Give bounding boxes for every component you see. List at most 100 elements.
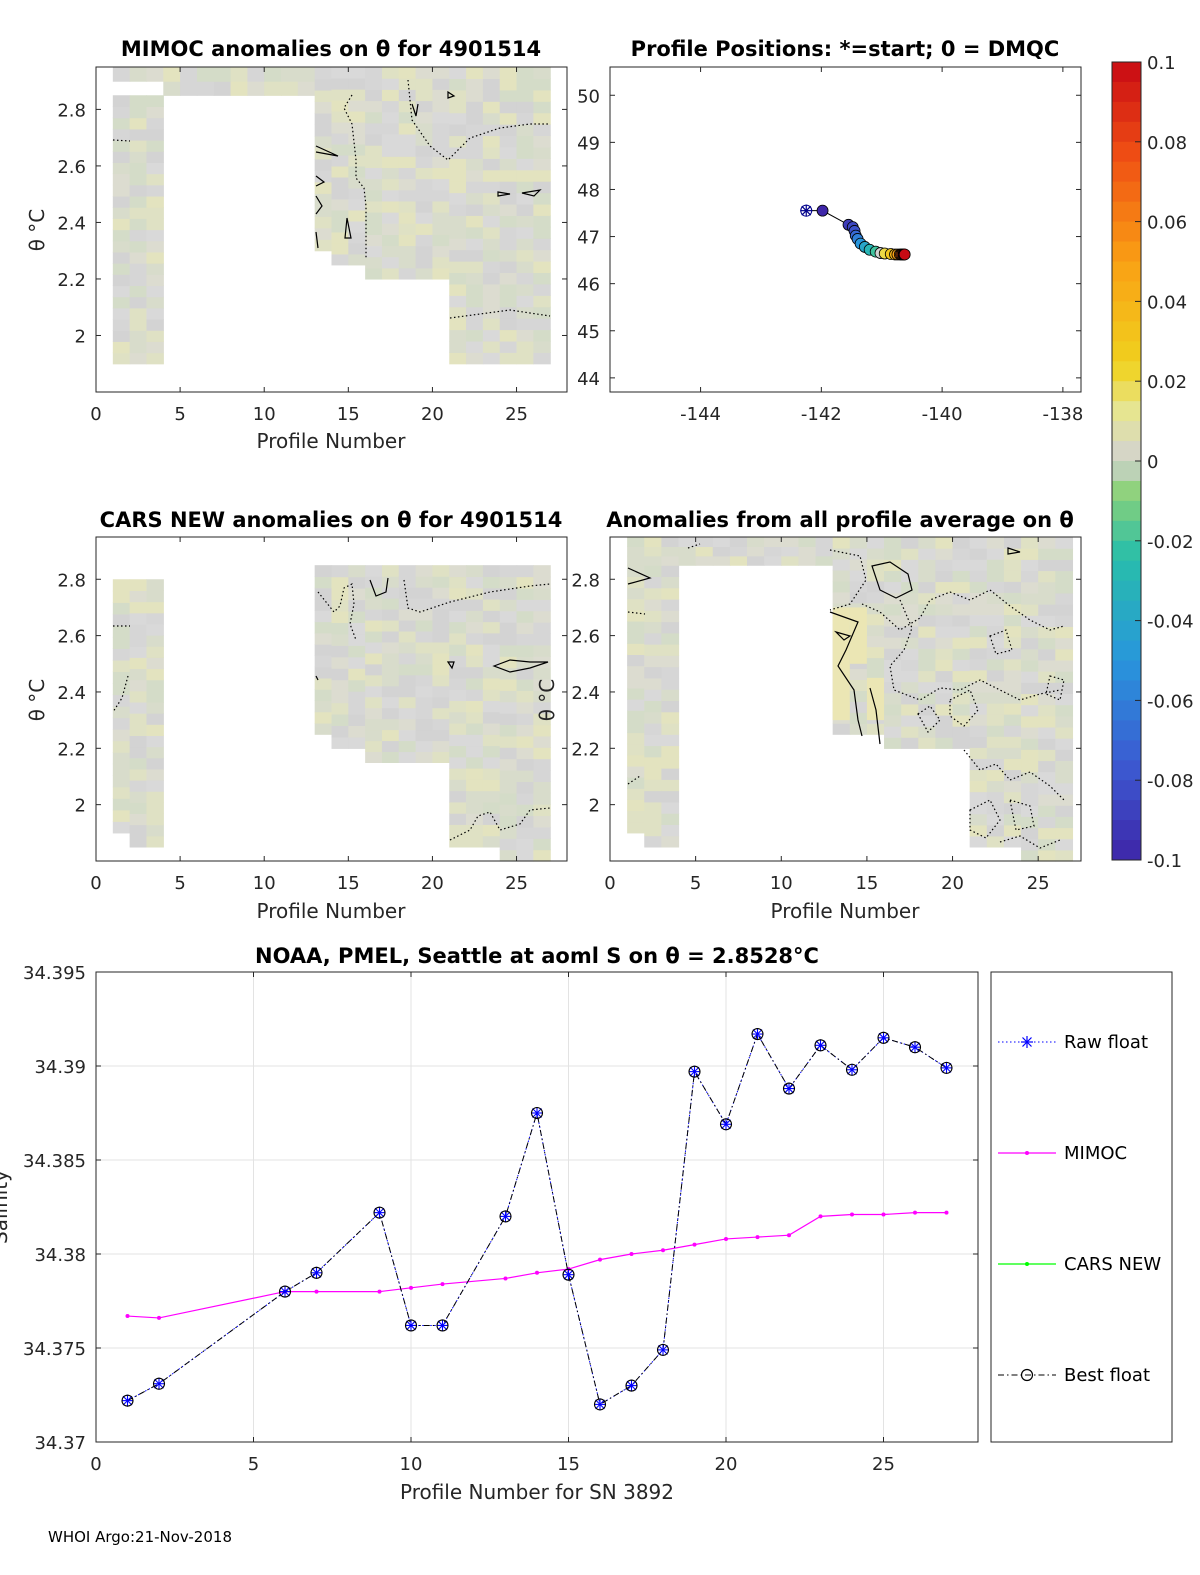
heatmap-cell: [918, 670, 937, 683]
heatmap-cell: [969, 780, 988, 793]
heatmap-cell: [112, 162, 131, 175]
y-tick-label: 2.8: [57, 100, 86, 121]
heatmap-cell: [146, 140, 164, 152]
heatmap-cell: [516, 667, 534, 680]
y-tick-label: 2.2: [571, 739, 600, 760]
raw-float-point: [751, 1028, 764, 1041]
heatmap-cell: [884, 592, 902, 605]
heatmap-cell: [112, 579, 131, 592]
heatmap-cell: [331, 231, 349, 244]
heatmap-cell: [415, 652, 434, 665]
heatmap-cell: [1055, 637, 1074, 650]
x-tick-label: 25: [872, 1454, 895, 1475]
heatmap-cell: [516, 758, 534, 771]
heatmap-cell: [466, 169, 484, 182]
heatmap-cell: [398, 156, 417, 169]
heatmap-cell: [1055, 771, 1074, 784]
heatmap-cell: [516, 272, 534, 285]
heatmap-cell: [129, 240, 148, 253]
best-float-point: [593, 1398, 607, 1411]
heatmap-cell: [381, 111, 400, 124]
heatmap-cell: [449, 226, 467, 239]
heatmap-cell: [314, 193, 333, 206]
heatmap-cell: [499, 565, 518, 578]
y-tick-label: 45: [577, 322, 600, 343]
heatmap-cell: [365, 718, 383, 731]
heatmap-cell: [398, 663, 417, 676]
heatmap-cell: [986, 636, 1005, 649]
heatmap-cell: [935, 648, 954, 660]
heatmap-cell: [533, 101, 551, 114]
heatmap-cell: [533, 249, 551, 262]
heatmap-cell: [969, 559, 988, 571]
heatmap-cell: [449, 67, 467, 80]
heatmap-cell: [348, 231, 366, 244]
heatmap-cell: [314, 78, 333, 91]
heatmap-cell: [1038, 827, 1056, 840]
heatmap-cell: [884, 570, 902, 583]
heatmap-cell: [1038, 548, 1056, 560]
heatmap-cell: [644, 700, 662, 713]
heatmap-cell: [331, 622, 349, 635]
heatmap-cell: [1021, 816, 1039, 829]
heatmap-cell: [627, 537, 645, 547]
heatmap-cell: [969, 592, 988, 605]
heatmap-cell: [112, 763, 131, 776]
heatmap-cell: [1038, 581, 1056, 594]
raw-float-point-stroke: [689, 1066, 700, 1077]
heatmap-cell: [1003, 691, 1022, 704]
heatmap-cell: [661, 677, 680, 690]
heatmap-cell: [348, 253, 366, 266]
heatmap-cell: [112, 307, 131, 320]
heatmap-cell: [1003, 658, 1022, 671]
colorbar-swatch: [1112, 421, 1141, 442]
heatmap-cell: [901, 581, 919, 594]
heatmap-cell: [747, 546, 765, 557]
avg-ticks: 0 5 10 15 20 25 2 2.2 2.4 2.6 2.8: [571, 537, 1081, 894]
heatmap-cell: [331, 176, 349, 189]
heatmap-cell: [499, 238, 518, 251]
heatmap-cell: [986, 802, 1005, 815]
mimoc-point: [629, 1252, 634, 1256]
heatmap-cell: [415, 587, 434, 599]
heatmap-cell: [112, 694, 131, 707]
colorbar-swatch: [1112, 840, 1141, 861]
heatmap-cell: [381, 641, 400, 654]
heatmap-cell: [146, 117, 164, 130]
heatmap-cell: [482, 621, 501, 634]
heatmap-cell: [348, 121, 366, 134]
heatmap-cell: [314, 632, 333, 645]
raw-float-point-stroke: [406, 1320, 416, 1331]
heatmap-cell: [365, 641, 383, 654]
heatmap-cell: [247, 81, 265, 96]
heatmap-cell: [533, 804, 551, 817]
heatmap-cell: [533, 576, 551, 589]
heatmap-cell: [129, 679, 148, 692]
heatmap-cell: [1021, 849, 1039, 862]
heatmap-cell: [1003, 703, 1022, 715]
legend-label-mimoc: MIMOC: [1064, 1143, 1127, 1164]
heatmap-cell: [644, 711, 662, 724]
heatmap-cell: [1055, 671, 1074, 683]
y-tick-label: 2.4: [57, 213, 86, 234]
mimoc-point: [692, 1242, 697, 1247]
heatmap-cell: [482, 340, 501, 353]
colorbar-swatch: [1112, 181, 1141, 203]
heatmap-cell: [627, 743, 645, 756]
heatmap-cell: [398, 609, 417, 621]
heatmap-cell: [866, 547, 885, 560]
heatmap-cell: [348, 668, 366, 681]
heatmap-cell: [832, 580, 851, 593]
heatmap-cell: [516, 724, 534, 737]
colorbar-swatch: [1112, 620, 1141, 642]
heatmap-cell: [986, 824, 1005, 837]
heatmap-cell: [1038, 849, 1056, 862]
heatmap-cell: [798, 555, 817, 566]
colorbar-swatch: [1112, 221, 1141, 243]
heatmap-cell: [331, 99, 349, 112]
heatmap-cell: [1021, 537, 1039, 549]
heatmap-cell: [482, 67, 501, 80]
heatmap-cell: [348, 110, 366, 123]
heatmap-cell: [348, 622, 366, 635]
heatmap-cell: [146, 251, 164, 264]
